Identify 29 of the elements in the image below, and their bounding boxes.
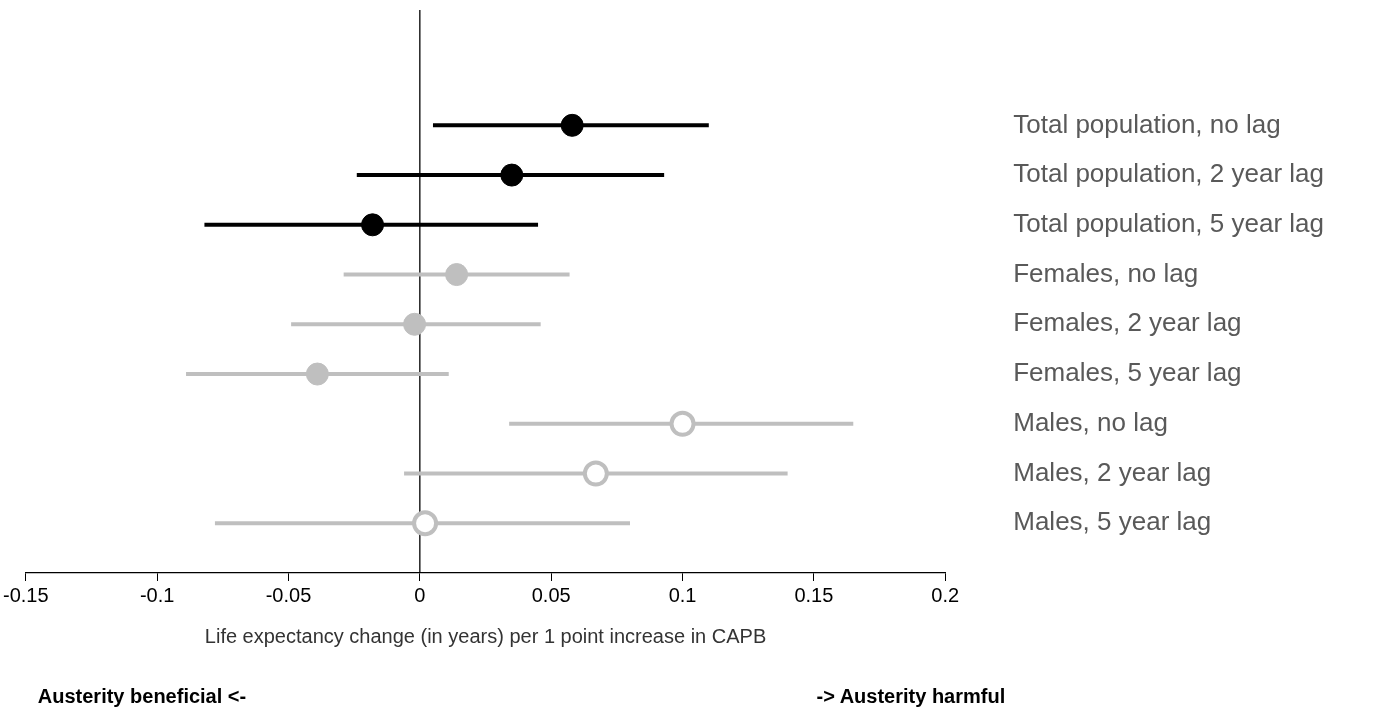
- x-tick-label: 0.05: [531, 583, 571, 606]
- y-tick-label: Total population, 2 year lag: [1013, 158, 1325, 189]
- point: [582, 460, 609, 487]
- y-tick-label: Females, no lag: [1013, 257, 1199, 288]
- point: [445, 263, 469, 287]
- point: [412, 510, 439, 537]
- x-axis-title: Life expectancy change (in years) per 1 point increase in CAPB: [204, 624, 767, 647]
- x-tick-label: -0.1: [139, 583, 175, 606]
- point: [361, 213, 385, 237]
- point: [305, 362, 329, 386]
- x-tick-label: -0.15: [3, 583, 49, 606]
- x-tick-label: 0.15: [794, 583, 834, 606]
- y-tick-label: Females, 5 year lag: [1013, 357, 1242, 388]
- point: [560, 113, 584, 137]
- y-tick-label: Males, 5 year lag: [1013, 506, 1212, 537]
- text: Austerity beneficial <-: [37, 684, 247, 707]
- x-tick-label: 0: [414, 583, 426, 606]
- text: -> Austerity harmful: [816, 684, 1006, 707]
- y-tick-label: Males, no lag: [1013, 406, 1168, 437]
- point: [669, 410, 696, 437]
- y-tick-label: Total population, no lag: [1013, 108, 1281, 139]
- x-tick-label: -0.05: [265, 583, 312, 606]
- x-tick-label: 0.1: [668, 583, 697, 606]
- point: [403, 312, 427, 336]
- y-tick-label: Females, 2 year lag: [1013, 307, 1242, 338]
- y-tick-label: Males, 2 year lag: [1013, 456, 1212, 487]
- x-tick-label: 0.2: [931, 583, 960, 606]
- point: [500, 163, 524, 187]
- y-tick-label: Total population, 5 year lag: [1013, 207, 1325, 238]
